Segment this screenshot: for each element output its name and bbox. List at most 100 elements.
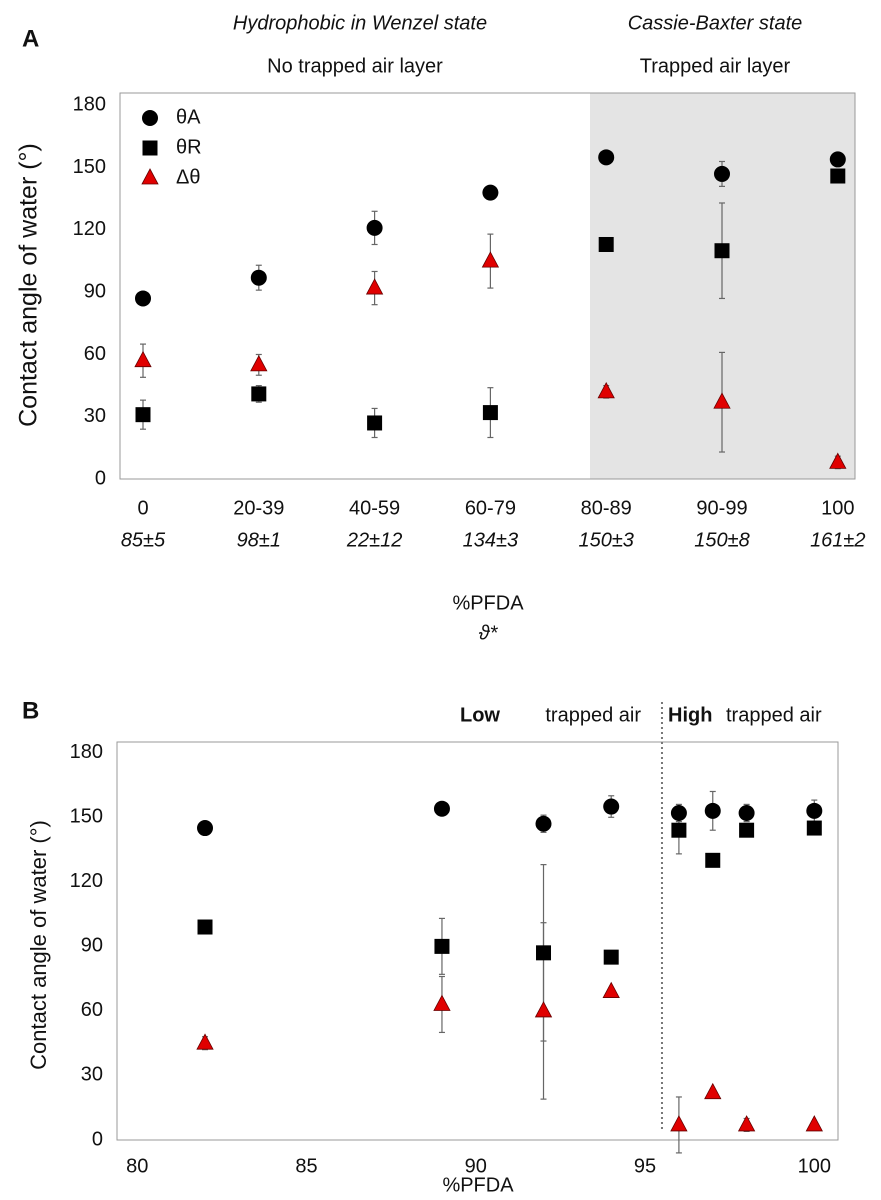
marker <box>704 1082 722 1100</box>
marker <box>135 407 151 423</box>
marker <box>806 820 822 836</box>
legend-marker <box>142 140 158 156</box>
marker <box>602 981 620 998</box>
marker <box>135 290 151 307</box>
marker <box>598 236 614 252</box>
panel-label: B <box>22 697 39 724</box>
x-tick-label: 80 <box>126 1155 148 1177</box>
marker <box>365 278 384 295</box>
legend-marker <box>141 168 159 185</box>
marker <box>250 355 268 372</box>
marker <box>671 822 687 838</box>
annotation: No trapped air layer <box>267 55 443 77</box>
marker <box>670 1115 688 1132</box>
x-axis-title: %PFDA <box>452 592 524 614</box>
legend-label: Δθ <box>176 166 200 188</box>
y-tick-label: 180 <box>70 741 103 763</box>
x-tick-label: 40-59 <box>349 497 400 519</box>
x-tick-label: 20-39 <box>233 497 284 519</box>
x-tick-sublabel: 98±1 <box>237 529 281 551</box>
annotation: Hydrophobic in Wenzel state <box>233 12 487 34</box>
marker <box>134 350 152 368</box>
x-tick-label: 95 <box>634 1155 656 1177</box>
marker <box>197 919 213 935</box>
marker <box>366 219 383 236</box>
marker <box>434 938 450 954</box>
y-axis-title: Contact angle of water (°) <box>15 143 43 427</box>
marker <box>534 1001 553 1018</box>
marker <box>196 1033 214 1050</box>
panel-label: A <box>22 25 39 52</box>
x-tick-sublabel: 22±12 <box>346 529 402 551</box>
marker <box>433 994 451 1011</box>
marker <box>829 151 846 168</box>
plot-frame <box>119 92 856 480</box>
marker <box>197 820 214 837</box>
marker <box>805 1115 823 1132</box>
x-axis-subtitle: ϑ* <box>479 622 499 644</box>
marker <box>598 149 615 166</box>
x-tick-label: 0 <box>137 497 148 519</box>
marker <box>482 405 498 421</box>
y-tick-label: 0 <box>95 467 106 489</box>
marker <box>482 184 499 201</box>
x-axis-title: %PFDA <box>442 1174 514 1196</box>
x-tick-sublabel: 85±5 <box>121 529 166 551</box>
marker <box>737 1115 756 1132</box>
marker <box>705 852 721 868</box>
plot-frame <box>116 741 839 1141</box>
marker <box>670 804 687 821</box>
x-tick-sublabel: 150±3 <box>578 529 633 551</box>
x-tick-label: 80-89 <box>581 497 632 519</box>
marker <box>250 269 267 286</box>
y-tick-label: 90 <box>81 935 103 957</box>
x-tick-label: 85 <box>295 1155 317 1177</box>
marker <box>739 822 755 838</box>
marker <box>433 800 450 817</box>
x-tick-label: 90-99 <box>696 497 747 519</box>
y-tick-label: 120 <box>70 870 103 892</box>
x-tick-label: 100 <box>821 497 854 519</box>
annotation: Cassie-Baxter state <box>628 12 803 34</box>
marker <box>535 815 552 832</box>
marker <box>806 802 823 819</box>
marker <box>603 798 620 815</box>
annotation: High <box>668 704 712 726</box>
y-tick-label: 60 <box>81 999 103 1021</box>
y-axis-title: Contact angle of water (°) <box>26 820 51 1070</box>
marker <box>829 452 847 469</box>
marker <box>481 251 500 268</box>
annotation: trapped air <box>726 704 822 726</box>
y-tick-label: 150 <box>73 156 106 178</box>
x-tick-sublabel: 161±2 <box>810 529 865 551</box>
legend-label: θA <box>176 106 201 128</box>
y-tick-label: 30 <box>81 1064 103 1086</box>
x-tick-label: 60-79 <box>465 497 516 519</box>
y-tick-label: 120 <box>73 218 106 240</box>
marker <box>536 945 552 961</box>
y-tick-label: 0 <box>92 1128 103 1150</box>
marker <box>738 804 755 821</box>
annotation: trapped air <box>545 704 641 726</box>
y-tick-label: 150 <box>70 806 103 828</box>
marker <box>704 802 721 819</box>
x-tick-label: 100 <box>798 1155 831 1177</box>
marker <box>714 243 730 259</box>
x-tick-sublabel: 150±8 <box>694 529 749 551</box>
legend-label: θR <box>176 136 202 158</box>
marker <box>713 392 731 409</box>
y-tick-label: 30 <box>84 405 106 427</box>
annotation: Trapped air layer <box>640 55 791 77</box>
marker <box>367 415 383 431</box>
x-tick-sublabel: 134±3 <box>463 529 518 551</box>
marker <box>597 381 615 399</box>
marker <box>830 168 846 184</box>
legend-marker <box>142 110 158 126</box>
y-tick-label: 90 <box>84 281 106 303</box>
x-tick-label: 90 <box>465 1155 487 1177</box>
y-tick-label: 60 <box>84 343 106 365</box>
marker <box>251 386 267 402</box>
annotation: Low <box>460 704 500 726</box>
marker <box>603 949 619 965</box>
